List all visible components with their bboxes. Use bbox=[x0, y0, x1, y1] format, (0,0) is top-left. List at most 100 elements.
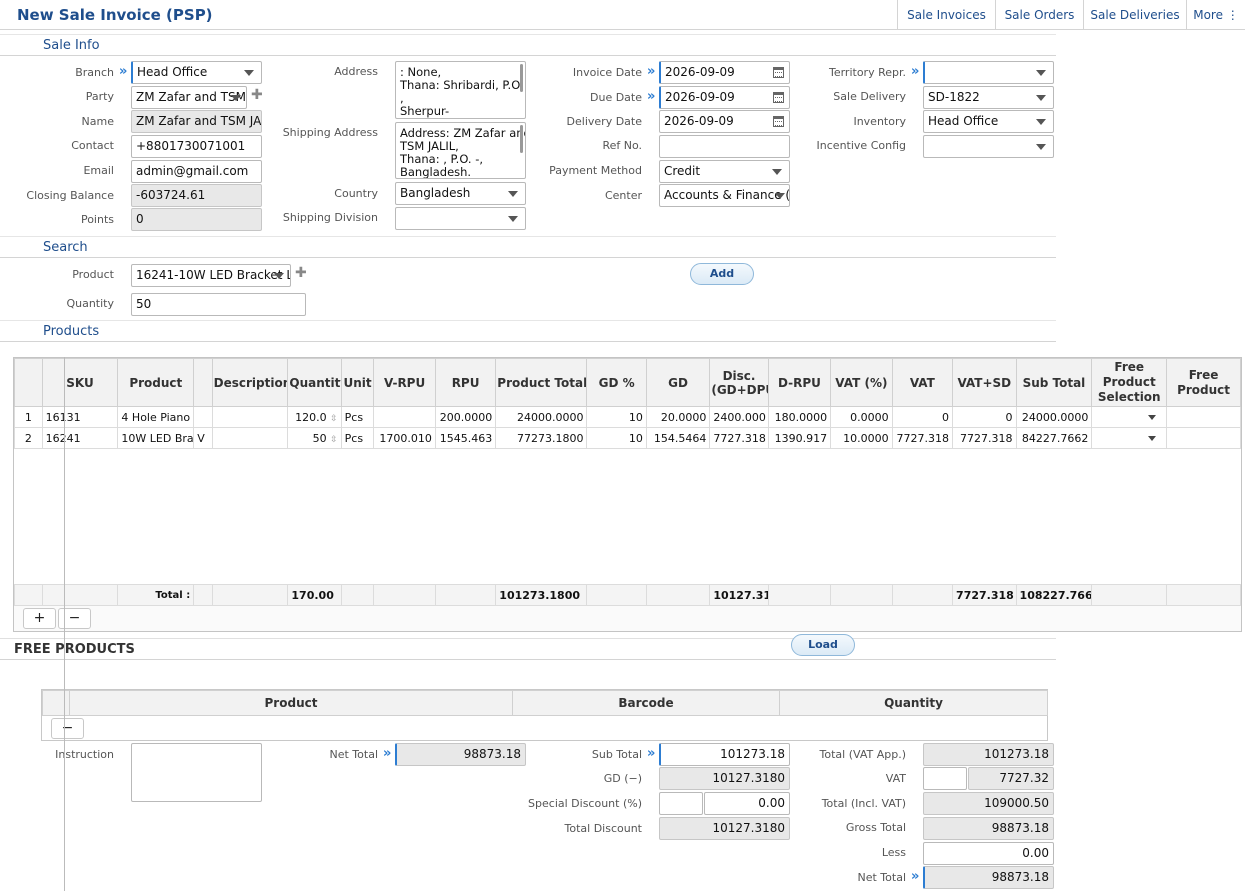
cell-rpu[interactable]: 1545.463 bbox=[434, 427, 497, 449]
calendar-icon[interactable] bbox=[773, 116, 784, 127]
branch-select[interactable]: Head Office bbox=[131, 61, 262, 84]
column-resize-guide[interactable] bbox=[64, 357, 65, 891]
col-vat-percent[interactable]: VAT (%) bbox=[830, 358, 893, 407]
col-vat[interactable]: VAT bbox=[891, 358, 954, 407]
email-field[interactable]: admin@gmail.com bbox=[131, 160, 262, 183]
cell-gd-percent[interactable]: 10 bbox=[586, 406, 647, 428]
col-gd-percent[interactable]: GD % bbox=[586, 358, 647, 407]
col-rpu[interactable]: RPU bbox=[434, 358, 497, 407]
nav-sale-orders[interactable]: Sale Orders bbox=[995, 0, 1083, 30]
add-party-icon[interactable]: ✚ bbox=[251, 87, 263, 103]
col-free-product-name[interactable]: Product bbox=[69, 690, 513, 716]
cell-vat[interactable]: 7727.318 bbox=[891, 427, 954, 449]
cell-product[interactable]: 4 Hole Piano bbox=[117, 406, 195, 428]
col-free-quantity[interactable]: Quantity bbox=[779, 690, 1048, 716]
sub-total-field[interactable]: 101273.18 bbox=[659, 743, 790, 766]
col-blank[interactable] bbox=[193, 358, 213, 407]
col-gd[interactable]: GD bbox=[645, 358, 711, 407]
shipping-division-select[interactable] bbox=[395, 207, 526, 230]
delivery-date-field[interactable]: 2026-09-09 bbox=[659, 110, 790, 133]
cell-quantity[interactable]: 120.0 ⇳ bbox=[287, 406, 342, 428]
quantity-field[interactable]: 50 bbox=[131, 293, 306, 316]
scrollbar[interactable] bbox=[520, 125, 523, 153]
col-free-product[interactable]: Free Product bbox=[1166, 358, 1241, 407]
cell-v-rpu[interactable] bbox=[373, 406, 436, 428]
cell-disc[interactable]: 7727.318 bbox=[709, 427, 769, 449]
cell-free-product[interactable] bbox=[1166, 406, 1241, 428]
cell-sku[interactable]: 16131 bbox=[41, 406, 119, 428]
cell-product[interactable]: 10W LED Bra bbox=[117, 427, 195, 449]
col-description[interactable]: Description bbox=[211, 358, 289, 407]
col-v-rpu[interactable]: V-RPU bbox=[373, 358, 436, 407]
chevron-double-right-icon[interactable]: » bbox=[119, 64, 128, 79]
stepper-icon[interactable]: ⇳ bbox=[330, 434, 338, 445]
col-quantity[interactable]: Quantity bbox=[287, 358, 342, 407]
party-select[interactable]: ZM Zafar and TSM bbox=[131, 86, 247, 109]
chevron-double-right-icon[interactable]: » bbox=[911, 869, 920, 884]
cell-disc[interactable]: 2400.000 bbox=[709, 406, 769, 428]
due-date-field[interactable]: 2026-09-09 bbox=[659, 86, 790, 109]
col-d-rpu[interactable]: D-RPU bbox=[767, 358, 832, 407]
country-select[interactable]: Bangladesh bbox=[395, 182, 526, 205]
calendar-icon[interactable] bbox=[773, 67, 784, 78]
add-row-button[interactable]: + bbox=[23, 608, 56, 629]
cell-gd-percent[interactable]: 10 bbox=[586, 427, 647, 449]
scrollbar[interactable] bbox=[520, 64, 523, 92]
cell-vat-sd[interactable]: 0 bbox=[952, 406, 1017, 428]
table-row[interactable]: 1 16131 4 Hole Piano 120.0 ⇳ Pcs 200.000… bbox=[14, 406, 1241, 428]
remove-free-product-button[interactable]: − bbox=[51, 718, 84, 739]
remove-row-button[interactable]: − bbox=[58, 608, 91, 629]
chevron-double-right-icon[interactable]: » bbox=[647, 64, 656, 79]
nav-sale-deliveries[interactable]: Sale Deliveries bbox=[1083, 0, 1186, 30]
cell-vat-percent[interactable]: 0.0000 bbox=[830, 406, 893, 428]
cell-quantity[interactable]: 50 ⇳ bbox=[287, 427, 342, 449]
add-product-icon[interactable]: ✚ bbox=[295, 265, 307, 281]
col-unit[interactable]: Unit bbox=[340, 358, 375, 407]
special-discount-field[interactable]: 0.00 bbox=[704, 792, 790, 815]
center-select[interactable]: Accounts & Finance ( bbox=[659, 184, 790, 207]
cell-free-product[interactable] bbox=[1166, 427, 1241, 449]
cell-unit[interactable]: Pcs bbox=[340, 406, 375, 428]
col-disc[interactable]: Disc. (GD+DPU bbox=[709, 358, 769, 407]
col-product-total[interactable]: Product Total bbox=[495, 358, 588, 407]
col-vat-sd[interactable]: VAT+SD bbox=[952, 358, 1017, 407]
stepper-icon[interactable]: ⇳ bbox=[330, 413, 338, 424]
calendar-icon[interactable] bbox=[773, 92, 784, 103]
cell-product-total[interactable]: 77273.1800 bbox=[495, 427, 588, 449]
cell-sku[interactable]: 16241 bbox=[41, 427, 119, 449]
cell-d-rpu[interactable]: 180.0000 bbox=[767, 406, 832, 428]
product-search-select[interactable]: 16241-10W LED Bracket Li bbox=[131, 264, 291, 287]
cell-d-rpu[interactable]: 1390.917 bbox=[767, 427, 832, 449]
col-product[interactable]: Product bbox=[117, 358, 195, 407]
cell-blank[interactable]: V bbox=[193, 427, 213, 449]
cell-vat-sd[interactable]: 7727.318 bbox=[952, 427, 1017, 449]
ref-no-field[interactable] bbox=[659, 135, 790, 158]
col-sku[interactable]: SKU bbox=[41, 358, 119, 407]
chevron-double-right-icon[interactable]: » bbox=[647, 89, 656, 104]
cell-unit[interactable]: Pcs bbox=[340, 427, 375, 449]
chevron-double-right-icon[interactable]: » bbox=[911, 64, 920, 79]
cell-free-product-selection[interactable] bbox=[1091, 406, 1168, 428]
nav-sale-invoices[interactable]: Sale Invoices bbox=[897, 0, 995, 30]
col-free-product-selection[interactable]: Free Product Selection bbox=[1091, 358, 1168, 407]
chevron-double-right-icon[interactable]: » bbox=[383, 746, 392, 761]
add-button[interactable]: Add bbox=[690, 263, 754, 285]
cell-sub-total[interactable]: 84227.7662 bbox=[1015, 427, 1093, 449]
special-discount-percent-field[interactable] bbox=[659, 792, 703, 815]
cell-sub-total[interactable]: 24000.0000 bbox=[1015, 406, 1093, 428]
nav-more[interactable]: More ⋮ bbox=[1186, 0, 1245, 30]
cell-gd[interactable]: 154.5464 bbox=[645, 427, 711, 449]
vat-percent-field[interactable] bbox=[923, 767, 967, 790]
load-button[interactable]: Load bbox=[791, 634, 855, 656]
instruction-textarea[interactable] bbox=[131, 743, 262, 802]
cell-description[interactable] bbox=[211, 427, 289, 449]
cell-description[interactable] bbox=[211, 406, 289, 428]
cell-vat-percent[interactable]: 10.0000 bbox=[830, 427, 893, 449]
name-field[interactable]: ZM Zafar and TSM JALIL bbox=[131, 110, 262, 133]
invoice-date-field[interactable]: 2026-09-09 bbox=[659, 61, 790, 84]
territory-select[interactable] bbox=[923, 61, 1054, 84]
cell-rpu[interactable]: 200.0000 bbox=[434, 406, 497, 428]
col-barcode[interactable]: Barcode bbox=[512, 690, 780, 716]
inventory-select[interactable]: Head Office bbox=[923, 110, 1054, 133]
cell-free-product-selection[interactable] bbox=[1091, 427, 1168, 449]
